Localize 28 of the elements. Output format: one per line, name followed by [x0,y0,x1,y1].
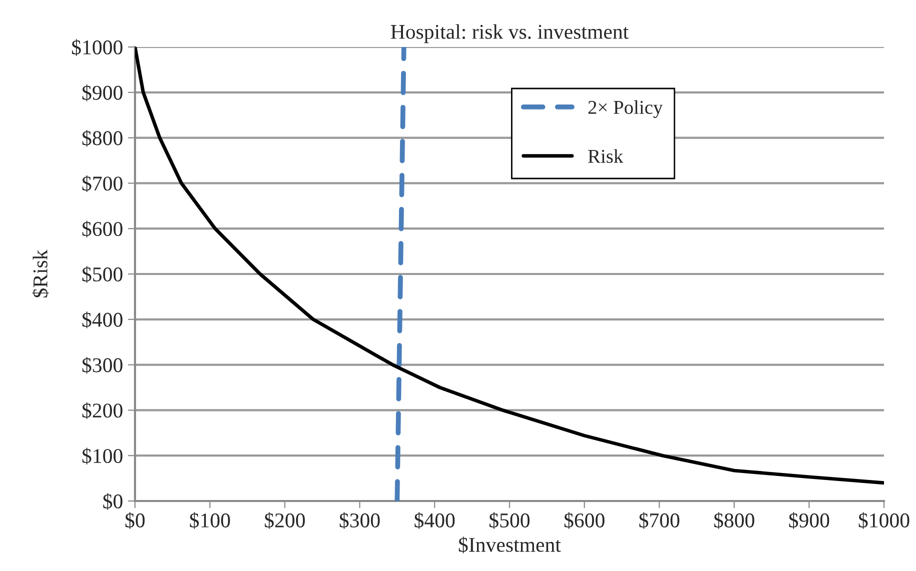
y-tick-label: $400 [82,312,122,328]
line-series [135,47,884,485]
x-tick-label: $700 [639,512,680,529]
x-tick-label: $600 [564,512,604,529]
x-axis-title: $Investment [458,536,561,554]
x-tick-label: $0 [125,512,145,529]
x-tick-label: $200 [264,512,305,529]
x-tick-label: $1000 [858,512,910,529]
y-tick-label: $300 [82,356,122,374]
y-tick-label: $200 [82,402,122,420]
x-tick-label: $500 [490,512,530,529]
x-tick-label: $900 [789,512,830,529]
x-tick-label: $100 [190,512,230,529]
y-tick-label: $0 [103,493,122,510]
x-tick-label: $800 [714,512,754,529]
y-tick-label: $500 [82,266,122,283]
y-axis-title: $Risk [32,250,49,298]
y-tick-label: $100 [82,448,122,464]
x-tick-label: $300 [340,512,380,529]
y-tick-label: $1000 [72,39,122,56]
y-tick-label: $900 [82,84,122,102]
y-tick-label: $700 [82,175,122,192]
x-tick-label: $400 [414,512,455,529]
legend-label: Risk [588,149,624,163]
y-tick-label: $600 [82,220,122,238]
y-tick-label: $800 [82,130,122,147]
chart-title: Hospital: risk vs. investment [390,24,629,44]
legend-label: 2× Policy [588,100,663,118]
